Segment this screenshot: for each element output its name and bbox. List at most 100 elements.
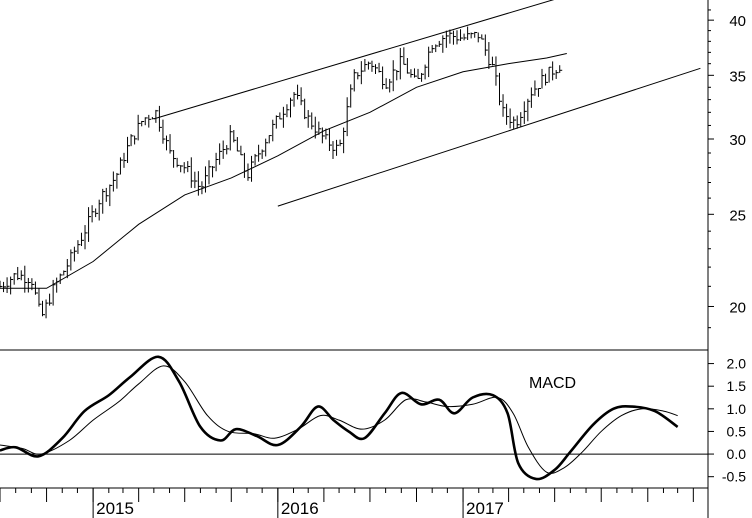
- price-bar: [332, 141, 336, 159]
- price-bar: [141, 120, 145, 127]
- price-bar: [183, 162, 187, 174]
- price-bar: [343, 127, 347, 154]
- price-bar: [516, 115, 520, 129]
- price-bar: [134, 135, 138, 145]
- price-ytick-label: 25: [729, 207, 746, 224]
- moving-average-line: [0, 52, 567, 289]
- macd-ytick-label: -0.5: [722, 469, 746, 485]
- price-bar: [243, 152, 247, 178]
- price-bar: [431, 45, 435, 53]
- price-bar: [300, 87, 304, 106]
- channel-lower-line: [277, 67, 701, 207]
- price-bar: [552, 61, 556, 81]
- price-bar: [481, 34, 485, 40]
- price-bar: [442, 35, 446, 53]
- price-bar: [102, 188, 106, 214]
- price-bar: [396, 69, 400, 81]
- macd-ytick-label: 1.5: [727, 378, 747, 394]
- price-bar: [233, 130, 237, 143]
- price-bar: [158, 105, 162, 132]
- price-bar: [456, 30, 460, 45]
- price-bar: [165, 135, 169, 151]
- price-bar: [498, 72, 502, 106]
- price-bar: [66, 258, 70, 279]
- price-bar: [541, 68, 545, 89]
- price-ytick-label: 40: [729, 13, 746, 30]
- macd-ytick-label: 2.0: [727, 356, 747, 372]
- price-bar: [336, 139, 340, 156]
- price-bar: [212, 165, 216, 178]
- price-bar: [389, 78, 393, 93]
- price-bar: [3, 281, 7, 293]
- price-bar: [84, 225, 88, 250]
- price-bar: [371, 60, 375, 72]
- price-bar: [428, 46, 432, 78]
- price-bar: [548, 66, 552, 83]
- price-bar: [88, 207, 92, 242]
- price-bar: [197, 171, 201, 196]
- price-bar: [42, 300, 46, 317]
- x-tick-label: 2017: [466, 499, 504, 518]
- price-bar: [286, 104, 290, 118]
- price-bar: [49, 293, 53, 306]
- price-bar: [406, 58, 410, 74]
- price-bar: [385, 78, 389, 89]
- price-bar: [176, 157, 180, 168]
- price-bar: [219, 143, 223, 165]
- price-bar: [130, 134, 134, 147]
- price-bar: [169, 134, 173, 154]
- price-bar: [555, 70, 559, 79]
- price-bar: [321, 127, 325, 144]
- price-bar: [194, 171, 198, 189]
- x-axis: 2015 2016 2017: [0, 488, 694, 518]
- price-bar: [520, 112, 524, 128]
- price-bar: [261, 149, 265, 159]
- price-bar: [339, 139, 343, 147]
- price-bar: [109, 184, 113, 207]
- macd-ytick-label: 1.0: [727, 401, 747, 417]
- price-bar: [38, 288, 42, 307]
- price-bar: [378, 62, 382, 73]
- price-bar: [148, 114, 152, 128]
- price-bar: [190, 157, 194, 188]
- price-bar: [91, 205, 95, 223]
- macd-ytick-label: 0.5: [727, 423, 747, 439]
- x-tick-label: 2015: [96, 499, 134, 518]
- macd-ytick-label: 0.0: [727, 446, 747, 462]
- price-bar: [474, 31, 478, 38]
- price-bar: [127, 136, 131, 163]
- macd-panel: MACD -0.5 0.0 0.5 1.0 1.5 2.0: [0, 355, 747, 485]
- price-bar: [123, 152, 127, 168]
- price-bar: [279, 112, 283, 120]
- price-bar: [364, 59, 368, 72]
- price-bar: [229, 125, 233, 151]
- price-bar: [318, 121, 322, 135]
- price-bar: [509, 108, 513, 129]
- price-bar: [449, 29, 453, 44]
- price-bar: [258, 144, 262, 162]
- price-bar: [226, 145, 230, 155]
- price-bar: [537, 87, 541, 97]
- price-bar: [491, 56, 495, 66]
- price-bar: [59, 273, 63, 285]
- price-bar: [27, 277, 31, 293]
- price-bar: [438, 40, 442, 47]
- price-bar: [173, 149, 177, 168]
- price-bar: [119, 157, 123, 175]
- price-bar: [534, 80, 538, 96]
- price-bar: [424, 64, 428, 80]
- price-bar: [413, 68, 417, 78]
- price-bar: [144, 117, 148, 126]
- price-bar: [70, 249, 74, 271]
- price-panel: 20 25 30 35 40: [0, 0, 746, 329]
- x-tick-label: 2016: [281, 499, 319, 518]
- price-bar: [265, 138, 269, 157]
- price-bar: [56, 277, 60, 293]
- price-bar: [421, 72, 425, 82]
- price-bar: [73, 246, 77, 262]
- price-bar: [392, 60, 396, 92]
- price-bar: [460, 29, 464, 41]
- price-bar: [357, 72, 361, 80]
- price-bar: [545, 73, 549, 86]
